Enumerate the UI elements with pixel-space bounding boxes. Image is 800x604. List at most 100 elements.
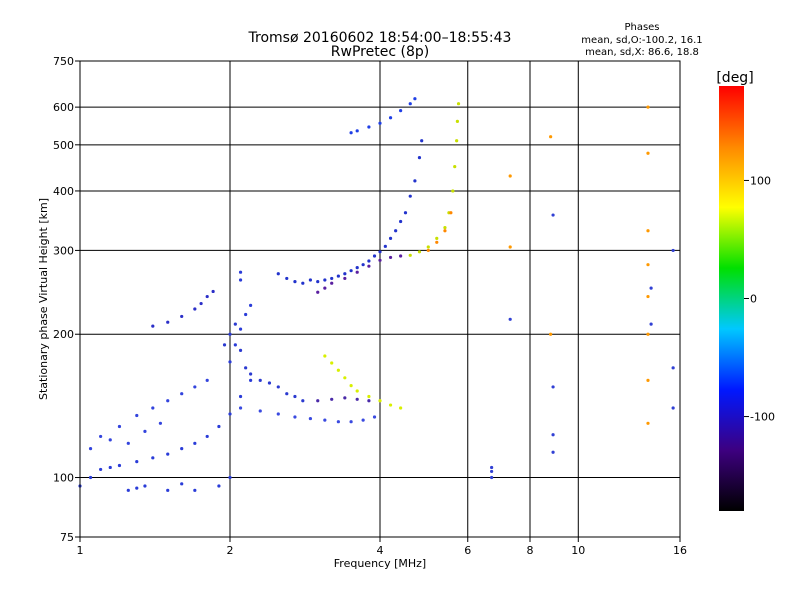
chart-title: Tromsø 20160602 18:54:00–18:55:43 <box>248 30 512 46</box>
data-point <box>355 270 359 274</box>
data-point <box>383 244 387 248</box>
y-tick-label: 750 <box>53 55 74 68</box>
data-point <box>205 434 209 439</box>
data-point <box>323 278 327 282</box>
data-point <box>646 263 650 267</box>
data-point <box>108 465 112 470</box>
data-point <box>199 301 203 306</box>
data-point <box>646 332 650 336</box>
colorbar-tick-label: -100 <box>750 411 775 424</box>
data-point <box>285 276 289 281</box>
data-point <box>508 317 512 321</box>
data-point <box>293 415 297 419</box>
data-point <box>135 460 139 464</box>
data-point <box>349 131 353 135</box>
data-point <box>99 434 103 439</box>
data-point <box>413 179 417 183</box>
data-point <box>399 219 403 224</box>
data-point <box>88 447 93 451</box>
data-point <box>301 399 305 403</box>
y-axis-ticks: 75 100 200 300 400 500 600 750 <box>53 55 80 544</box>
data-point <box>367 394 371 399</box>
data-point <box>456 102 461 106</box>
data-point <box>316 399 320 403</box>
data-point <box>166 452 170 456</box>
data-point <box>193 488 197 492</box>
data-point <box>671 366 675 370</box>
data-point <box>238 348 243 352</box>
data-point <box>343 276 347 281</box>
data-point <box>323 286 327 290</box>
data-point <box>413 97 417 101</box>
colorbar <box>719 86 744 511</box>
data-point <box>166 320 170 324</box>
x-tick-label: 16 <box>673 544 687 557</box>
data-point <box>378 399 382 403</box>
data-point <box>355 266 359 270</box>
data-point <box>399 254 403 258</box>
colorbar-tick-label: 0 <box>750 293 757 306</box>
data-point <box>646 294 650 299</box>
data-point <box>244 312 248 317</box>
data-point <box>449 211 453 215</box>
data-point <box>276 385 280 389</box>
data-point <box>361 263 365 267</box>
data-point <box>293 394 297 399</box>
x-axis-label: Frequency [MHz] <box>334 557 426 570</box>
data-point <box>308 416 313 421</box>
data-point <box>508 245 512 249</box>
data-point <box>238 278 243 282</box>
x-tick-label: 6 <box>464 544 471 557</box>
data-point <box>671 248 675 253</box>
data-point <box>211 289 215 294</box>
data-point <box>551 433 555 437</box>
data-point <box>417 250 422 254</box>
data-point <box>285 392 289 396</box>
data-point <box>238 270 243 274</box>
data-point <box>99 467 103 472</box>
data-point <box>388 255 393 260</box>
data-point <box>180 392 184 396</box>
data-point <box>205 294 209 299</box>
data-point <box>490 465 494 470</box>
data-point <box>238 327 243 331</box>
data-point <box>388 403 393 407</box>
phases-line-x: mean, sd,X: 86.6, 18.8 <box>585 47 699 58</box>
data-point <box>417 156 422 160</box>
data-point <box>646 378 650 382</box>
data-point <box>367 264 371 268</box>
data-point <box>193 385 197 389</box>
data-point <box>551 385 555 389</box>
data-point <box>549 332 553 336</box>
data-point <box>323 354 327 358</box>
data-point <box>117 463 122 468</box>
y-tick-label: 300 <box>53 244 74 257</box>
data-point <box>394 229 398 233</box>
data-point <box>408 194 412 198</box>
x-tick-label: 2 <box>227 544 234 557</box>
data-point <box>336 368 340 372</box>
chart-subtitle: RwPretec (8p) <box>331 44 429 60</box>
data-point <box>388 116 393 120</box>
data-point <box>330 281 334 285</box>
data-point <box>180 314 184 319</box>
data-point <box>276 412 280 416</box>
data-point <box>349 420 353 424</box>
data-point <box>228 360 232 364</box>
data-point <box>166 488 170 492</box>
data-point <box>551 213 555 217</box>
data-point <box>151 456 155 460</box>
data-point <box>244 366 248 370</box>
data-point <box>435 240 439 244</box>
data-point <box>443 229 447 233</box>
data-point <box>455 139 459 143</box>
data-point <box>233 343 237 347</box>
y-tick-label: 200 <box>53 328 74 341</box>
data-point <box>349 384 353 388</box>
data-point <box>316 290 320 294</box>
data-point <box>388 236 393 240</box>
data-point <box>646 229 650 233</box>
data-point <box>426 248 430 253</box>
data-point <box>117 424 122 429</box>
